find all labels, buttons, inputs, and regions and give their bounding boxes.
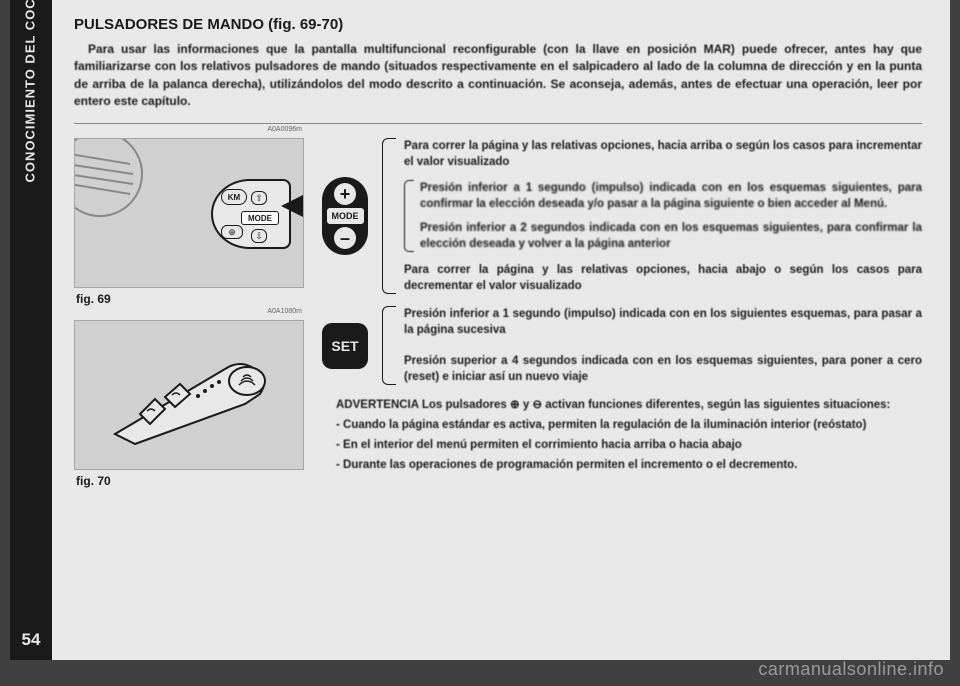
watermark: carmanualsonline.info xyxy=(758,659,944,680)
mode-desc-up: Para correr la página y las relativas op… xyxy=(404,138,922,170)
mode-desc-down: Para correr la página y las relativas op… xyxy=(404,262,922,294)
descriptions-column: + MODE – Para correr la página y las rel… xyxy=(322,138,922,502)
fig69-code: A0A0096m xyxy=(267,126,302,133)
intro-paragraph: Para usar las informaciones que la panta… xyxy=(74,41,922,111)
set-badge: SET xyxy=(322,323,368,369)
plus-button-icon: ⇧ xyxy=(251,191,267,205)
content-area: PULSADORES DE MANDO (fig. 69-70) Para us… xyxy=(52,0,950,660)
figure-70-wrap: A0A1080m xyxy=(74,320,304,488)
mode-desc-short: Presión inferior a 1 segundo (impulso) i… xyxy=(420,180,922,212)
fig70-label: fig. 70 xyxy=(76,474,304,488)
lower-columns: A0A0096m KM xyxy=(74,138,922,502)
aux-button-icon: ⊕ xyxy=(221,225,243,239)
set-bracket: Presión inferior a 1 segundo (impulso) i… xyxy=(382,306,922,384)
advertencia-lead: ADVERTENCIA Los pulsadores ⊕ y ⊖ activan… xyxy=(322,397,922,414)
fig70-code: A0A1080m xyxy=(267,308,302,315)
plus-icon: + xyxy=(334,183,356,205)
advertencia-item-3: - Durante las operaciones de programació… xyxy=(322,457,922,474)
mode-bracket: Para correr la página y las relativas op… xyxy=(382,138,922,295)
figure-69: KM ⇧ MODE ⇩ ⊕ xyxy=(74,138,304,288)
set-desc-short: Presión inferior a 1 segundo (impulso) i… xyxy=(404,306,922,338)
manual-page: CONOCIMIENTO DEL COCHE 54 PULSADORES DE … xyxy=(10,0,950,660)
pointer-arrow-icon xyxy=(281,194,304,218)
minus-button-icon: ⇩ xyxy=(251,229,267,243)
spine: CONOCIMIENTO DEL COCHE 54 xyxy=(10,0,52,660)
page-number: 54 xyxy=(10,630,52,650)
inner-bracket-icon xyxy=(404,180,414,252)
bracket-icon xyxy=(382,138,396,295)
advertencia-item-1: - Cuando la página estándar es activa, p… xyxy=(322,417,922,434)
advertencia-block: ADVERTENCIA Los pulsadores ⊕ y ⊖ activan… xyxy=(322,397,922,475)
wiper-stalk-icon xyxy=(105,339,275,449)
fig69-label: fig. 69 xyxy=(76,292,304,306)
section-title: CONOCIMIENTO DEL COCHE xyxy=(23,3,38,183)
bracket-icon xyxy=(382,306,396,384)
mode-label: MODE xyxy=(327,208,364,224)
set-control-group: SET Presión inferior a 1 segundo (impuls… xyxy=(322,306,922,384)
figure-70 xyxy=(74,320,304,470)
mode-control-group: + MODE – Para correr la página y las rel… xyxy=(322,138,922,295)
mode-button-icon: MODE xyxy=(241,211,279,225)
divider xyxy=(74,123,922,124)
minus-icon: – xyxy=(334,227,356,249)
page-title: PULSADORES DE MANDO (fig. 69-70) xyxy=(74,16,922,33)
set-desc-long: Presión superior a 4 segundos indicada c… xyxy=(404,353,922,385)
mode-badge: + MODE – xyxy=(322,177,368,255)
mode-desc-long: Presión inferior a 2 segundos indicada c… xyxy=(420,220,922,252)
control-panel-icon: KM ⇧ MODE ⇩ ⊕ xyxy=(211,179,291,249)
figure-69-wrap: A0A0096m KM xyxy=(74,138,304,306)
figures-column: A0A0096m KM xyxy=(74,138,304,502)
vent-icon xyxy=(74,138,145,219)
km-button-icon: KM xyxy=(221,189,247,205)
advertencia-item-2: - En el interior del menú permiten el co… xyxy=(322,437,922,454)
